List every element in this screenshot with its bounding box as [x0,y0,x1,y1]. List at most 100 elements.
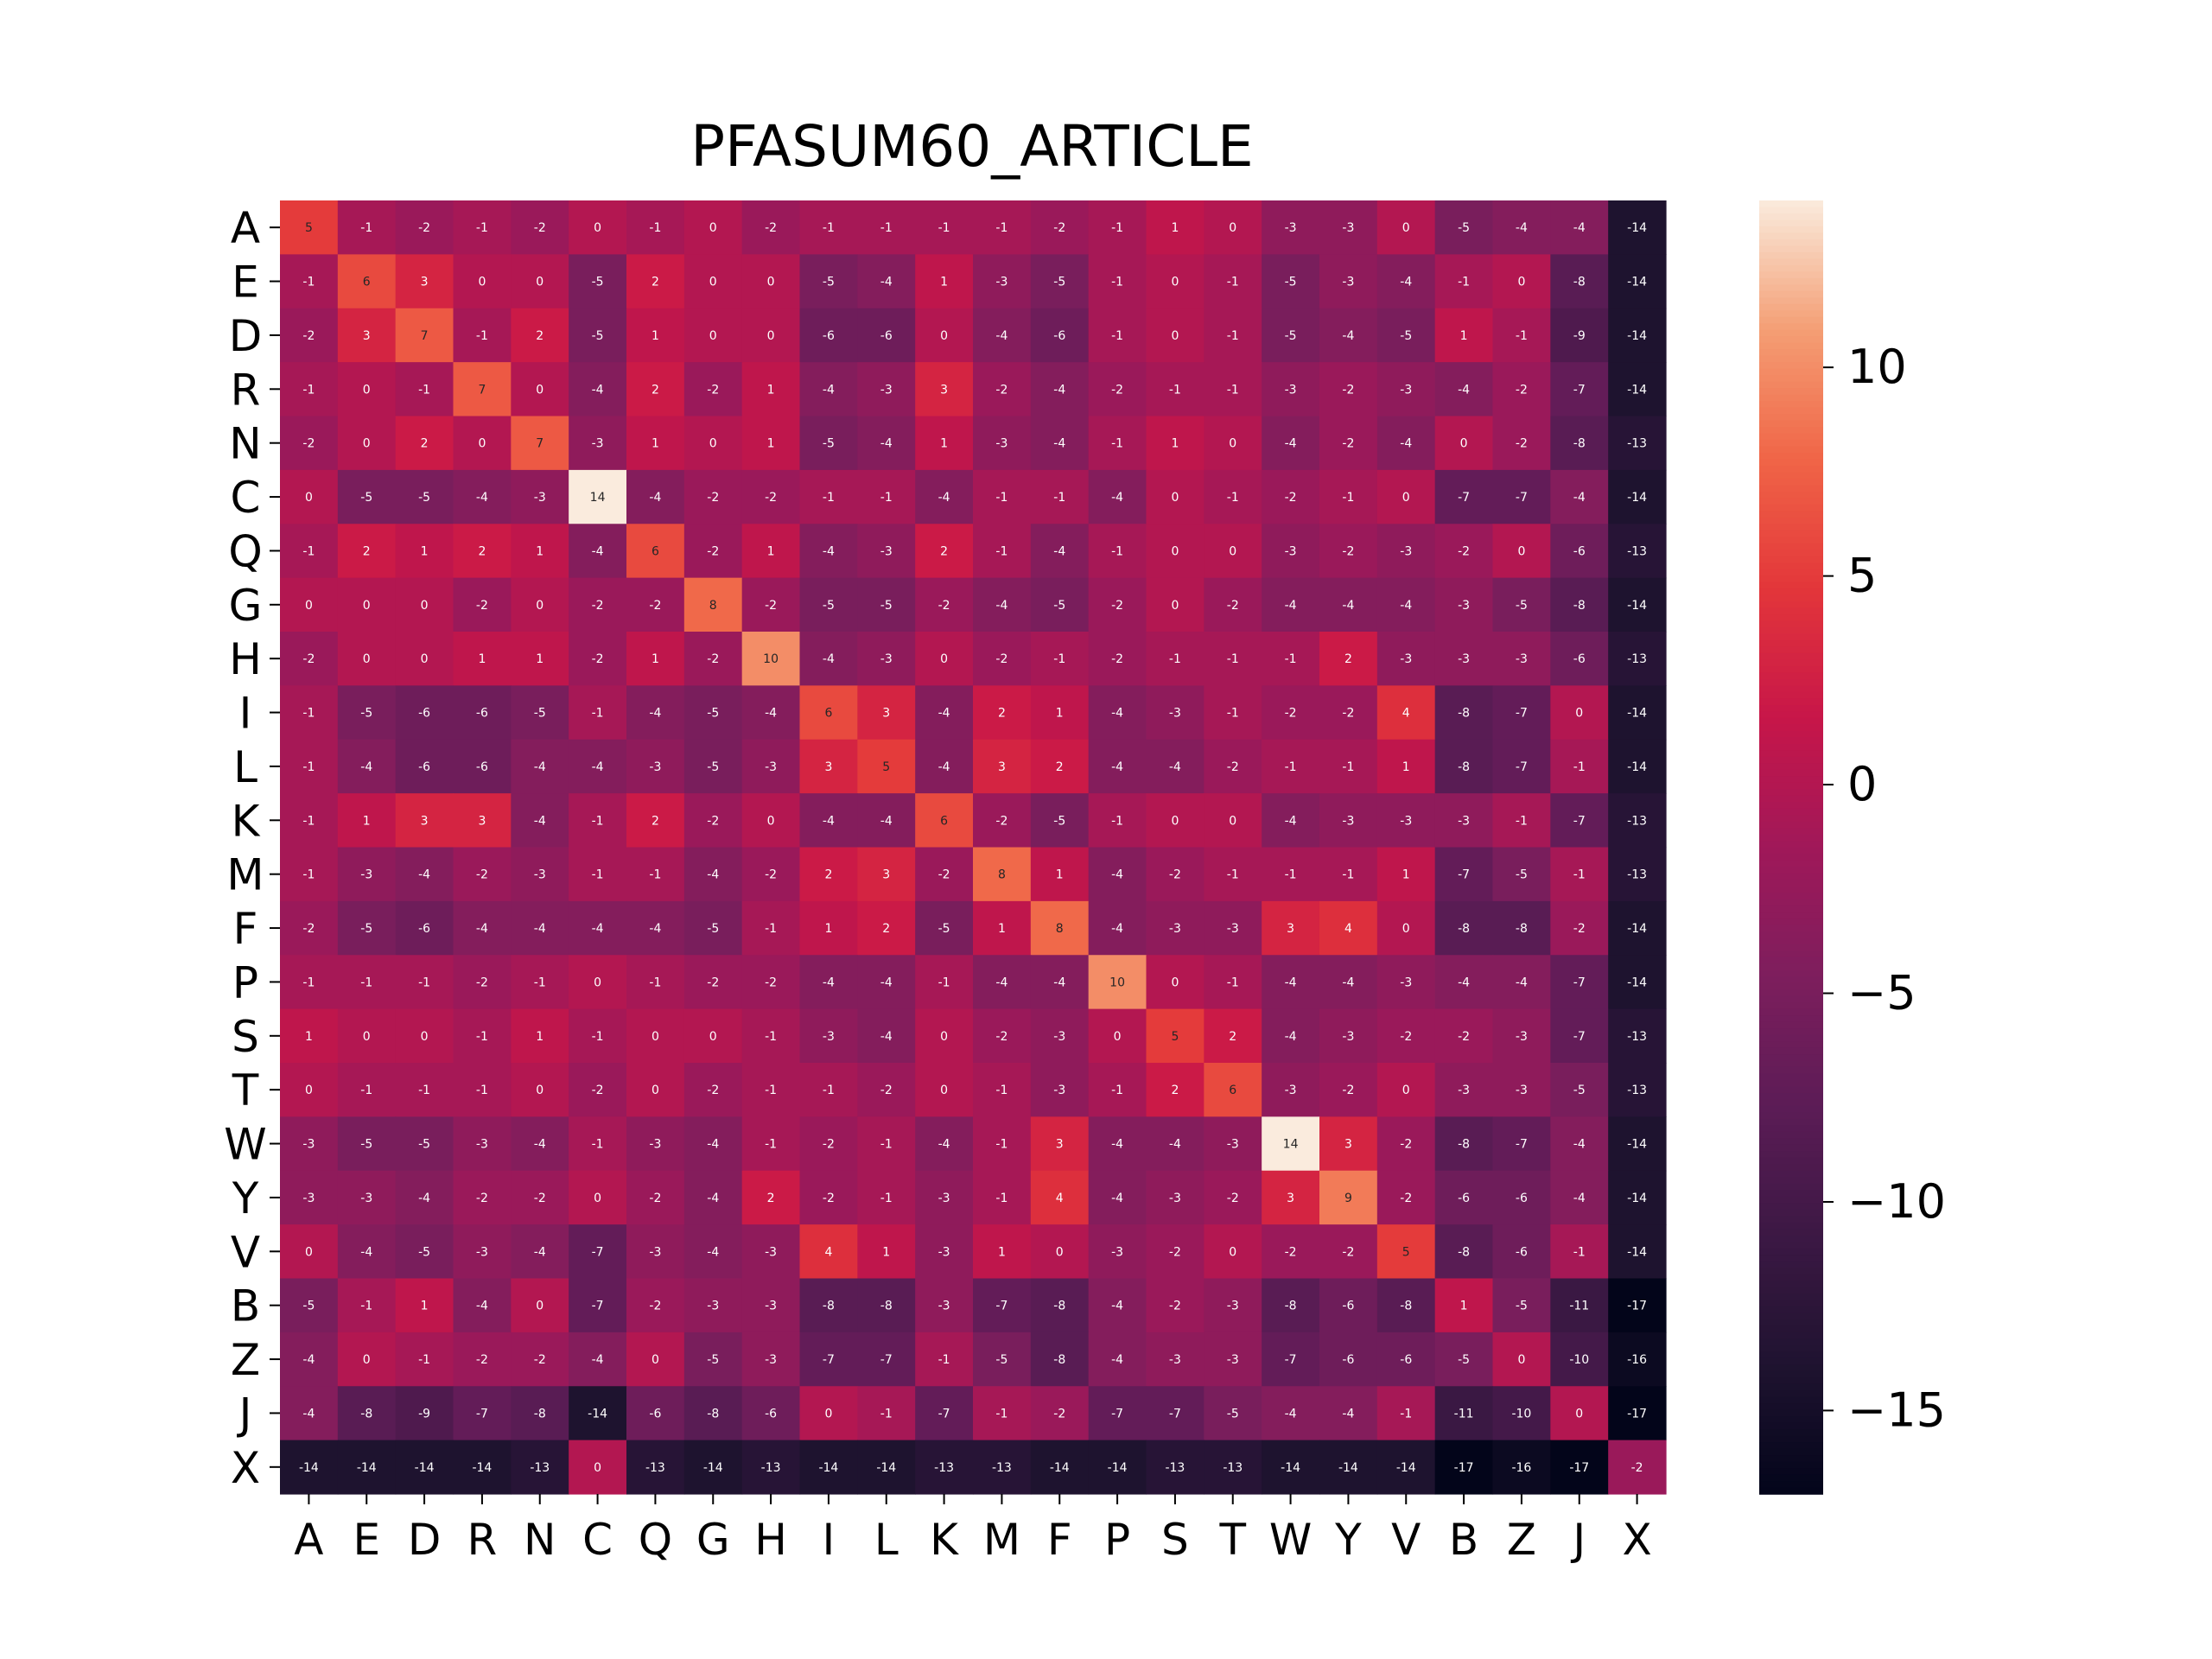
colorbar-segment [1759,1306,1823,1314]
cell-value-label: -8 [360,1407,372,1421]
heatmap-cell [395,739,454,794]
cell-value-label: -1 [1285,652,1297,666]
cell-value-label: 0 [1229,544,1236,558]
cell-value-label: 0 [536,383,543,397]
heatmap-cell [1319,200,1378,255]
heatmap-cell [857,1008,916,1064]
x-tick-label: M [983,1515,1020,1565]
colorbar-segment [1759,1138,1823,1146]
heatmap-cell [395,1170,454,1225]
cell-value-label: -1 [1342,760,1354,774]
cell-value-label: -10 [1511,1407,1531,1421]
cell-value-label: 2 [1171,1084,1179,1097]
colorbar-segment [1759,1261,1823,1268]
heatmap-cell [799,577,858,632]
cell-value-label: -1 [418,976,430,989]
heatmap-cell [683,200,743,255]
heatmap-cell [1492,1170,1551,1225]
cell-value-label: -4 [880,814,893,828]
heatmap-cell [453,1278,512,1333]
heatmap-cell [1608,200,1667,255]
heatmap-cell [453,847,512,902]
heatmap-cell [915,416,974,471]
heatmap-cell [683,847,743,902]
cell-value-label: -2 [476,976,488,989]
cell-value-label: 2 [421,437,429,451]
cell-value-label: -1 [360,1084,372,1097]
cell-value-label: -1 [938,1353,950,1367]
heatmap-cell [395,308,454,363]
cell-value-label: -2 [707,652,719,666]
heatmap-cell [280,632,339,686]
cell-value-label: -1 [476,1084,488,1097]
heatmap-cell [1376,1224,1436,1280]
cell-value-label: -3 [1285,544,1297,558]
heatmap-cell [1376,632,1436,686]
cell-value-label: 0 [536,599,543,613]
heatmap-cell [1608,1063,1667,1117]
heatmap-cell [1376,1008,1436,1064]
heatmap-cell [569,739,627,794]
cell-value-label: 3 [1344,1138,1352,1152]
cell-value-label: -6 [880,329,893,343]
heatmap-cell [741,200,801,255]
heatmap-cell [1550,362,1609,417]
x-tick-label: I [823,1515,836,1565]
heatmap-cell [973,1063,1032,1117]
cell-value-label: 1 [421,1300,429,1313]
heatmap-cell [741,1063,801,1117]
cell-value-label: -1 [1111,1084,1123,1097]
cell-value-label: 4 [1056,1192,1064,1205]
heatmap-cell [453,1170,512,1225]
cell-value-label: -1 [880,1407,893,1421]
heatmap-cell [973,1440,1032,1495]
cell-value-label: -5 [823,599,835,613]
cell-value-label: -4 [302,1353,315,1367]
heatmap-cell [337,1008,397,1064]
cell-value-label: 0 [305,599,313,613]
heatmap-cell [511,308,569,363]
heatmap-cell [857,577,916,632]
x-tick-label: E [353,1515,380,1565]
heatmap-cell [395,847,454,902]
colorbar-segment [1759,1280,1823,1288]
heatmap-cell [1376,362,1436,417]
heatmap-cell [626,1332,685,1387]
cell-value-label: -4 [1111,1192,1123,1205]
cell-value-label: -4 [1458,383,1470,397]
cell-value-label: -3 [1342,221,1354,235]
cell-value-label: -3 [1169,1192,1181,1205]
heatmap-cell [1608,632,1667,686]
cell-value-label: -3 [649,760,661,774]
cell-value-label: -4 [1573,221,1586,235]
heatmap-cell [683,1063,743,1117]
heatmap-cell [511,1278,569,1333]
heatmap-cell [337,1116,397,1172]
heatmap-cell [1550,1332,1609,1387]
heatmap-cell [1608,1332,1667,1387]
heatmap-cell [1204,254,1262,309]
heatmap-cell [337,793,397,849]
heatmap-cell [683,1440,743,1495]
cell-value-label: 1 [998,1245,1006,1259]
heatmap-cell [1146,1278,1205,1333]
heatmap-cell [626,685,685,741]
cell-value-label: 1 [767,544,775,558]
heatmap-cell [1319,1063,1378,1117]
cell-value-label: -1 [1285,868,1297,882]
cell-value-label: -5 [418,1138,430,1152]
heatmap-cell [337,632,397,686]
heatmap-cell [280,847,339,902]
heatmap-cell [1319,524,1378,579]
heatmap-cell [683,793,743,849]
cell-value-label: 3 [421,276,429,289]
colorbar-segment [1759,485,1823,493]
heatmap-cell [1550,308,1609,363]
cell-value-label: -4 [1111,922,1123,936]
colorbar-segment [1759,1196,1823,1204]
cell-value-label: -2 [649,1192,661,1205]
colorbar-segment [1759,303,1823,312]
heatmap-cell [1319,1170,1378,1225]
colorbar-segment [1759,1118,1823,1127]
cell-value-label: -4 [1573,491,1586,505]
